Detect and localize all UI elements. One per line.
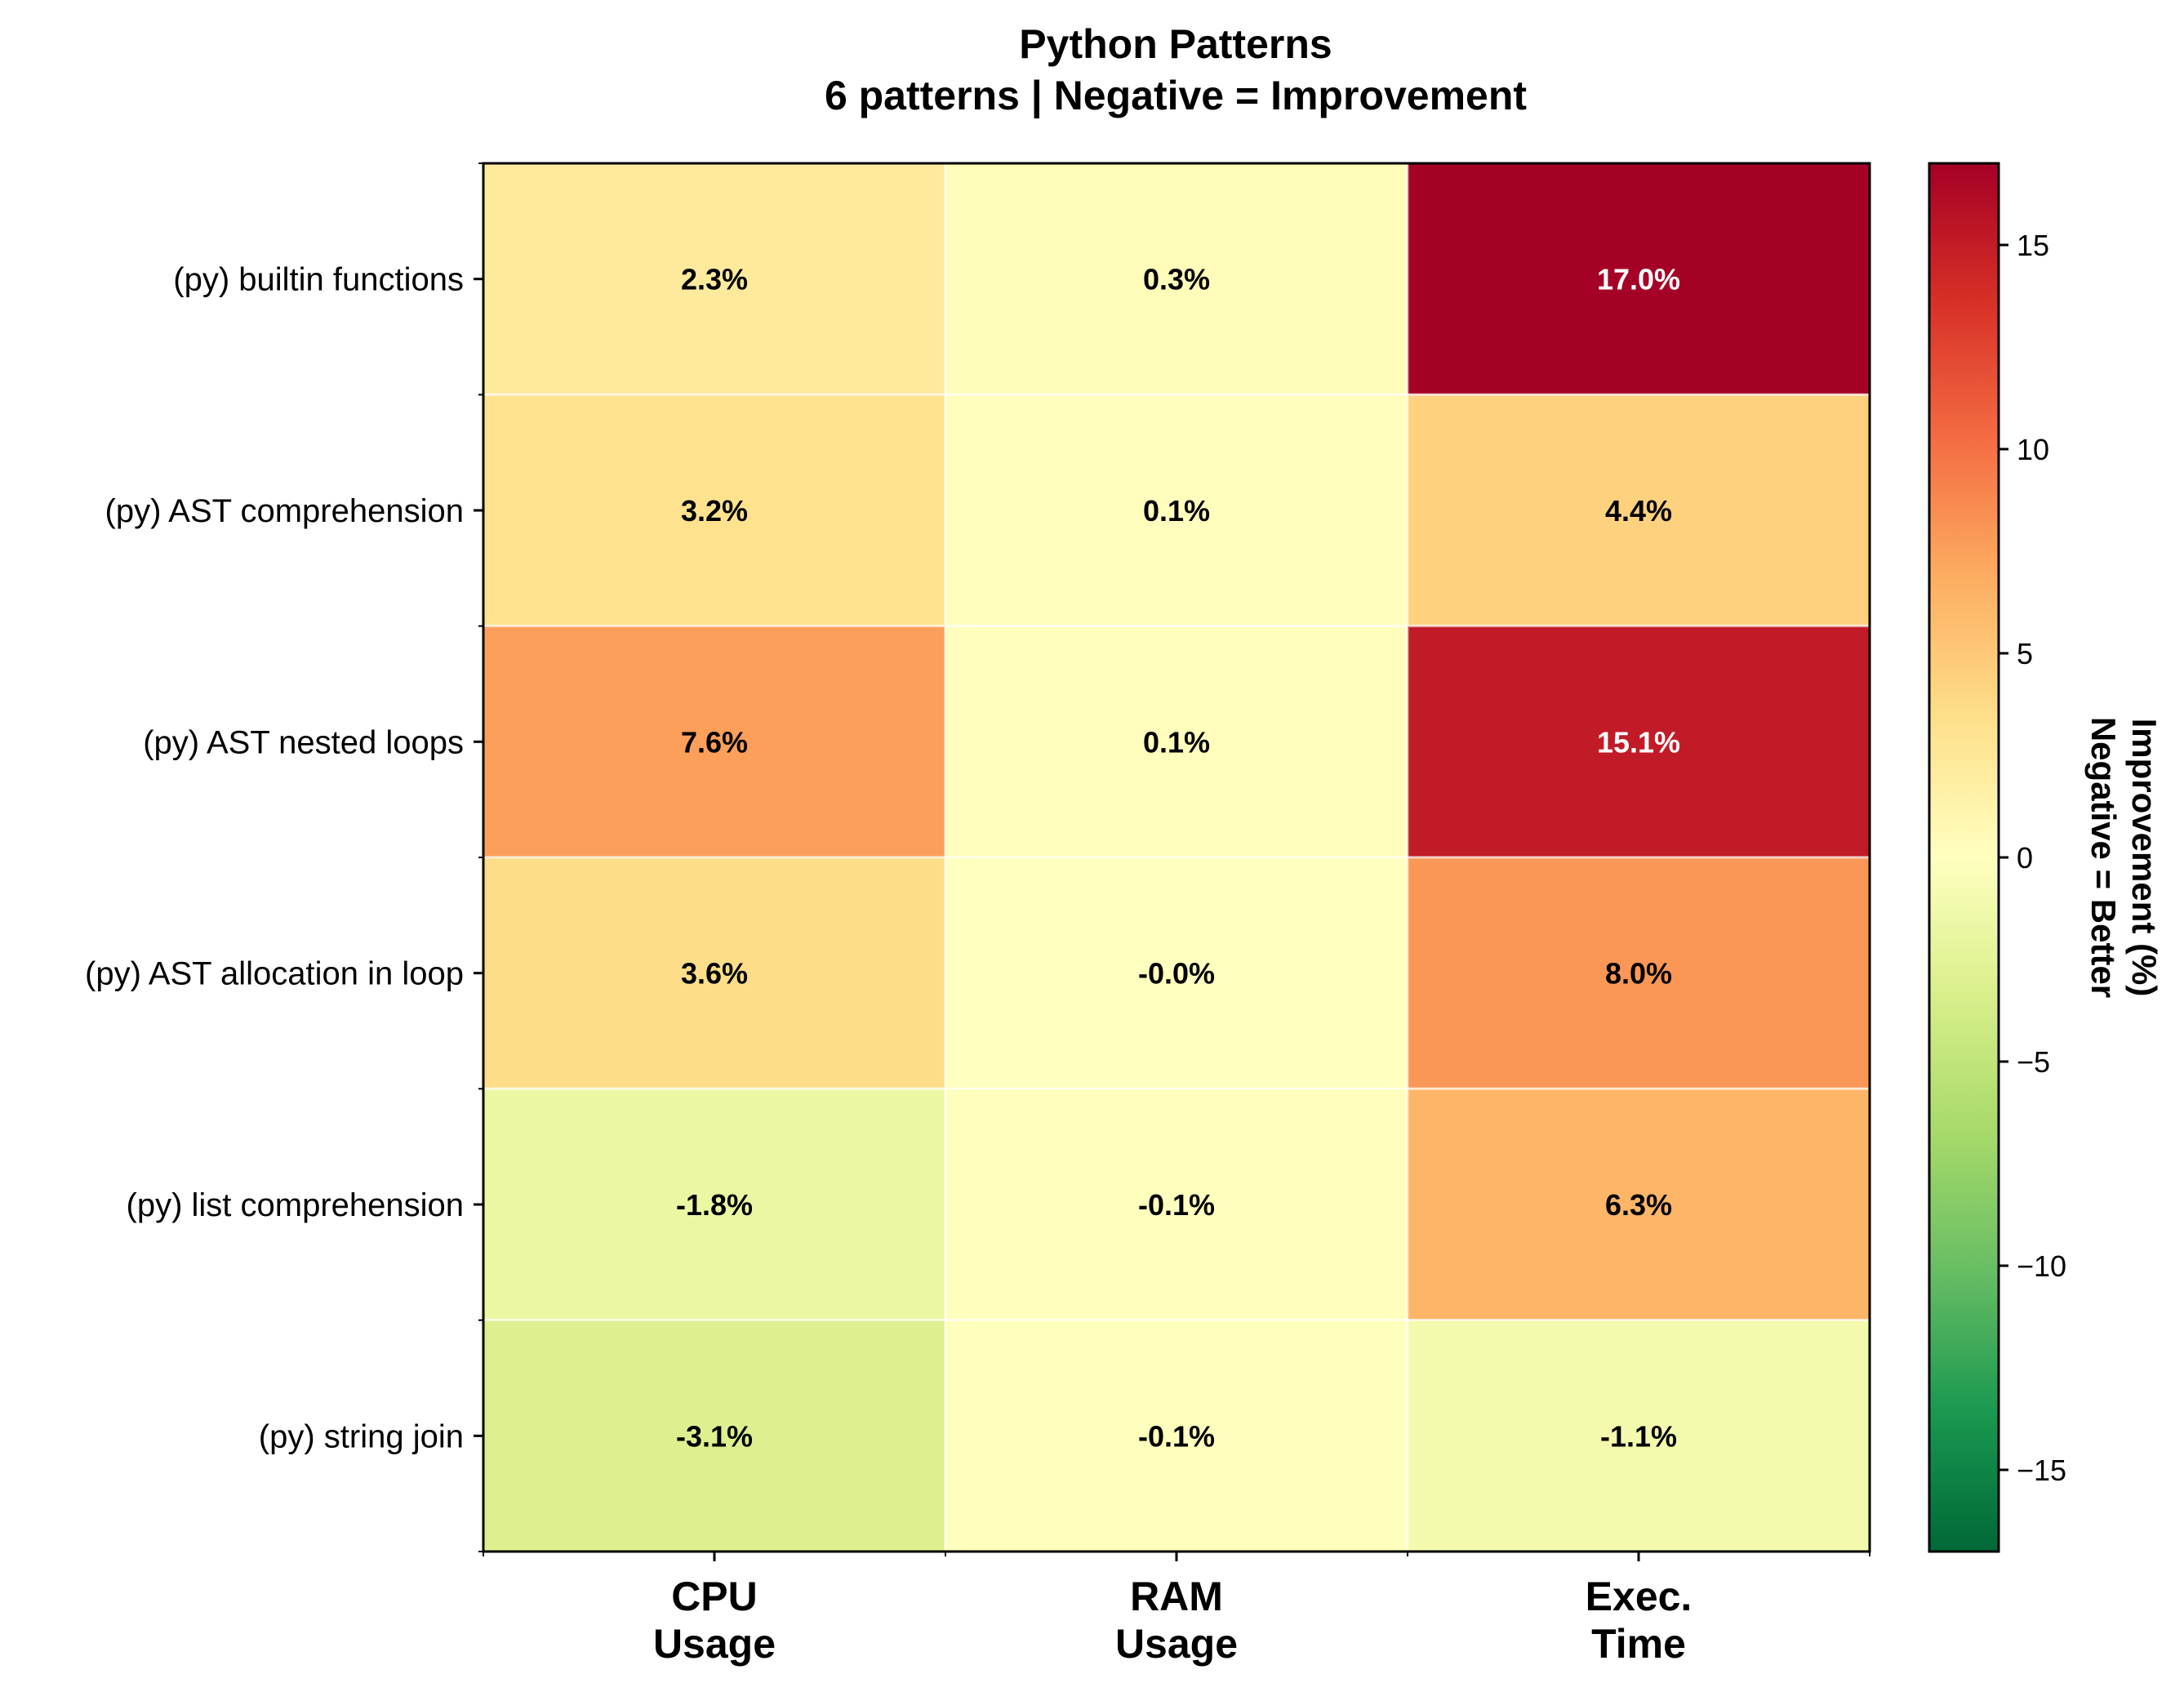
heatmap-cell <box>944 162 1409 396</box>
colorbar-tick-label: −15 <box>2017 1454 2066 1487</box>
heatmap-cell-label: -0.1% <box>1138 1188 1215 1222</box>
heatmap-cell-label: 6.3% <box>1605 1188 1672 1222</box>
row-axis: (py) builtin functions (py) AST comprehen… <box>85 163 483 1552</box>
plot-frame <box>482 162 1871 1553</box>
heatmap-cell-label: 17.0% <box>1597 263 1680 296</box>
colorbar <box>1928 162 2000 1553</box>
heatmap-cell-label: 7.6% <box>681 725 748 759</box>
heatmap-cell <box>1406 1319 1871 1553</box>
heatmap-cell-label: 4.4% <box>1605 494 1672 528</box>
heatmap-cell-label: -1.8% <box>676 1188 753 1222</box>
colorbar-ticks: 15 10 5 0 −5 −10 −15 <box>1999 229 2066 1487</box>
column-label: Exec. <box>1586 1574 1692 1619</box>
row-label: (py) AST comprehension <box>105 493 464 529</box>
heatmap-cell <box>482 162 947 396</box>
heatmap-cell-label: 3.6% <box>681 957 748 991</box>
heatmap-cell <box>944 1319 1409 1553</box>
heatmap-cell <box>1406 1087 1871 1322</box>
heatmap-cell <box>482 856 947 1090</box>
heatmap-cell-label: 8.0% <box>1605 957 1672 991</box>
row-label: (py) list comprehension <box>127 1187 465 1223</box>
heatmap-cell <box>944 393 1409 628</box>
row-label: (py) string join <box>259 1418 464 1454</box>
row-label: (py) AST nested loops <box>143 724 464 760</box>
heatmap-cell <box>482 393 947 628</box>
heatmap-cell <box>1406 856 1871 1090</box>
heatmap-cell-label: 0.1% <box>1143 725 1210 759</box>
row-label: (py) AST allocation in loop <box>85 956 464 992</box>
colorbar-tick-label: −5 <box>2017 1045 2050 1079</box>
chart-title-line-1: Python Patterns <box>1019 21 1332 67</box>
colorbar-tick-label: 15 <box>2017 229 2049 262</box>
heatmap-cell-label: 3.2% <box>681 494 748 528</box>
heatmap-cell-label: 0.3% <box>1143 263 1210 296</box>
heatmap-cell-label: -3.1% <box>676 1419 753 1453</box>
column-label: Usage <box>1115 1621 1238 1667</box>
colorbar-label-line-2: Negative = Better <box>2084 717 2123 998</box>
column-label: Time <box>1591 1621 1686 1667</box>
column-label: RAM <box>1130 1574 1223 1619</box>
column-label: Usage <box>653 1621 776 1667</box>
heatmap-cell-labels: 2.3% 0.3% 17.0% 3.2% 0.1% 4.4% 7.6% 0.1% 15.1% 3.… <box>676 263 1680 1454</box>
heatmap-cell <box>944 625 1409 859</box>
heatmap-cell <box>944 1087 1409 1322</box>
heatmap-cell-label: 15.1% <box>1597 725 1680 759</box>
heatmap-cell-label: 0.1% <box>1143 494 1210 528</box>
heatmap-cell <box>482 1087 947 1322</box>
chart-title-line-2: 6 patterns | Negative = Improvement <box>825 73 1527 119</box>
heatmap-cell-label: 2.3% <box>681 263 748 296</box>
heatmap-cells <box>482 162 1871 1553</box>
colorbar-tick-label: 0 <box>2017 841 2033 875</box>
column-label: CPU <box>671 1574 758 1619</box>
colorbar-label-line-1: Improvement (%) <box>2125 719 2164 997</box>
heatmap-cell-label: -0.1% <box>1138 1419 1215 1453</box>
colorbar-tick-label: 5 <box>2017 637 2033 670</box>
row-label: (py) builtin functions <box>173 262 464 298</box>
colorbar-tick-label: 10 <box>2017 433 2049 466</box>
heatmap-cell <box>1406 393 1871 628</box>
heatmap-cell-label: -1.1% <box>1600 1419 1677 1453</box>
heatmap-cell-label: -0.0% <box>1138 957 1215 991</box>
colorbar-tick-label: −10 <box>2017 1249 2066 1283</box>
